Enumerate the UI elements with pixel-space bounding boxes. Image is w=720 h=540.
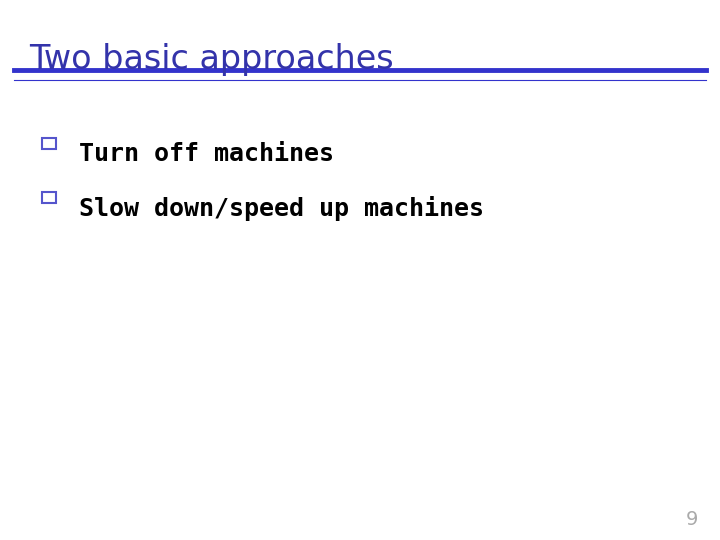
Text: 9: 9: [686, 510, 698, 529]
Text: Slow down/speed up machines: Slow down/speed up machines: [79, 196, 484, 221]
FancyBboxPatch shape: [42, 192, 56, 203]
Text: Two basic approaches: Two basic approaches: [29, 43, 393, 76]
Text: Turn off machines: Turn off machines: [79, 142, 334, 166]
FancyBboxPatch shape: [42, 138, 56, 149]
